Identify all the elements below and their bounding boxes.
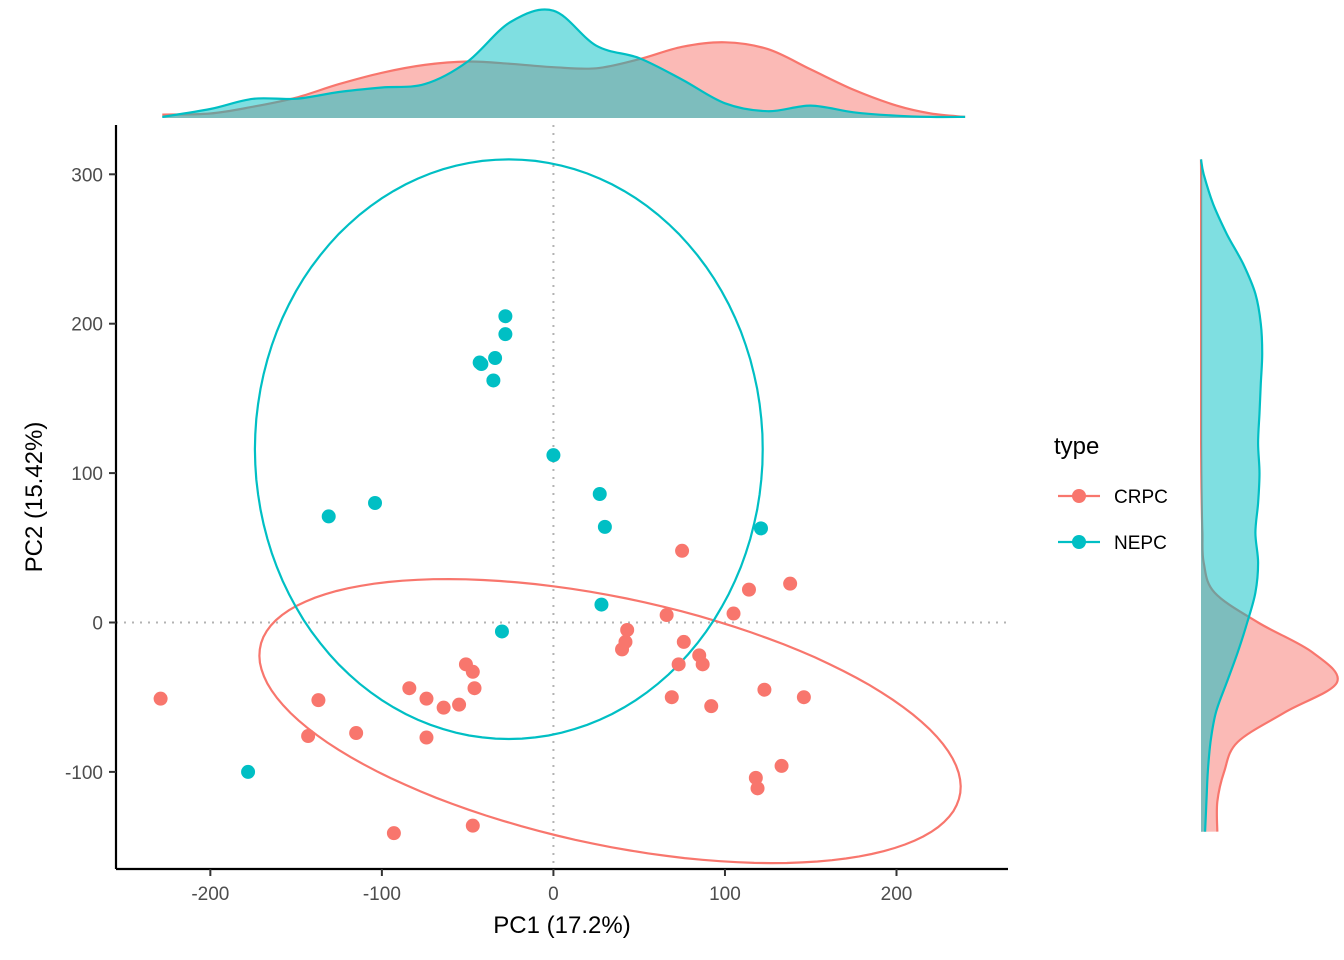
point-crpc [676, 634, 691, 649]
legend-key-point [1072, 489, 1086, 503]
point-crpc [741, 582, 756, 597]
point-nepc [494, 624, 509, 639]
point-crpc [419, 730, 434, 745]
legend: type CRPC NEPC [1054, 433, 1168, 554]
ellipse-crpc [258, 577, 962, 865]
point-nepc [368, 495, 383, 510]
x-axis-title: PC1 (17.2%) [493, 912, 630, 939]
legend-key-point [1072, 535, 1086, 549]
ellipse-nepc [253, 158, 764, 741]
point-crpc [659, 608, 674, 623]
axes: -200 -100 0 100 200 -100 0 100 200 300 [65, 125, 1008, 905]
point-crpc [796, 690, 811, 705]
point-crpc [349, 726, 364, 741]
right-marginal-density [1199, 159, 1339, 832]
point-crpc [704, 699, 719, 714]
point-nepc [594, 597, 609, 612]
legend-items: CRPC NEPC [1058, 487, 1168, 554]
point-nepc [498, 327, 513, 342]
legend-label-crpc: CRPC [1114, 487, 1168, 508]
point-nepc [241, 764, 256, 779]
point-crpc [783, 576, 798, 591]
point-crpc [301, 729, 316, 744]
legend-title: type [1054, 433, 1099, 460]
x-tick-label: 200 [881, 884, 913, 905]
point-nepc [498, 309, 513, 324]
point-nepc [597, 519, 612, 534]
y-tick-label: 300 [71, 165, 103, 186]
point-nepc [321, 509, 336, 524]
point-crpc [671, 657, 686, 672]
x-tick-label: 100 [709, 884, 741, 905]
point-nepc [546, 448, 561, 463]
point-crpc [467, 681, 482, 696]
right-density-fill-crpc [1201, 159, 1338, 832]
legend-label-nepc: NEPC [1114, 533, 1167, 554]
point-crpc [153, 691, 168, 706]
y-tick-label: 0 [92, 613, 103, 634]
point-crpc [695, 657, 710, 672]
point-crpc [620, 622, 635, 637]
right-density-fill-nepc [1201, 159, 1263, 832]
point-crpc [726, 606, 741, 621]
top-marginal-density [162, 8, 966, 119]
point-crpc [465, 818, 480, 833]
point-crpc [675, 543, 690, 558]
point-nepc [486, 373, 501, 388]
y-axis-title: PC2 (15.42%) [21, 422, 48, 573]
y-tick-label: -100 [65, 763, 103, 784]
y-tick-label: 200 [71, 315, 103, 336]
point-crpc [311, 693, 326, 708]
point-crpc [386, 826, 401, 841]
scatter-points [153, 309, 811, 841]
confidence-ellipses [253, 158, 962, 865]
point-crpc [452, 697, 467, 712]
right-density-line-nepc [1199, 159, 1264, 832]
point-crpc [419, 691, 434, 706]
x-tick-label: -100 [363, 884, 401, 905]
point-crpc [774, 758, 789, 773]
reference-lines [116, 125, 1008, 869]
point-nepc [753, 521, 768, 536]
point-crpc [402, 681, 417, 696]
point-crpc [750, 781, 765, 796]
top-density-fill-nepc [162, 9, 966, 118]
point-nepc [474, 357, 489, 372]
point-crpc [748, 770, 763, 785]
point-nepc [488, 351, 503, 366]
point-crpc [465, 664, 480, 679]
point-nepc [592, 487, 607, 502]
point-crpc [618, 634, 633, 649]
x-axis-ticks: -200 -100 0 100 200 [191, 869, 912, 905]
point-crpc [664, 690, 679, 705]
x-tick-label: -200 [191, 884, 229, 905]
y-axis-ticks: -100 0 100 200 300 [65, 165, 116, 784]
y-tick-label: 100 [71, 464, 103, 485]
point-crpc [436, 700, 451, 715]
top-density-line-nepc [162, 8, 966, 119]
x-tick-label: 0 [548, 884, 559, 905]
point-crpc [757, 682, 772, 697]
